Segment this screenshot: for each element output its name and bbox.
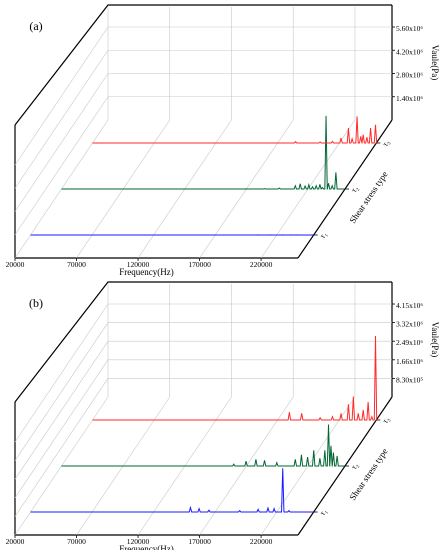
x-tick-label: 170000 bbox=[188, 537, 211, 546]
series-label: τ₁ bbox=[318, 230, 329, 240]
left-wall-grid-line bbox=[14, 303, 109, 443]
panel-label: (b) bbox=[29, 296, 43, 310]
z-tick-label: 2.80x10⁶ bbox=[396, 71, 423, 80]
x-tick-label: 220000 bbox=[250, 537, 273, 546]
left-wall-grid-line bbox=[14, 378, 109, 517]
x-tick-label: 20000 bbox=[6, 537, 25, 546]
series-line bbox=[92, 335, 378, 421]
left-wall-grid-line bbox=[14, 26, 109, 166]
left-wall-grid-line bbox=[14, 73, 109, 212]
x-tick-label: 70000 bbox=[67, 260, 86, 269]
z-tick-label: 4.20x10⁶ bbox=[396, 47, 423, 56]
y-axis-label: Shear stress type bbox=[347, 169, 389, 225]
z-axis-label: Vaule(Pa) bbox=[430, 45, 439, 81]
box-top-edge bbox=[14, 4, 392, 126]
left-wall-grid-line bbox=[14, 96, 109, 235]
series-label: τ₃ bbox=[381, 415, 392, 425]
left-wall-grid-line bbox=[14, 322, 109, 461]
box-top-edge bbox=[14, 281, 392, 403]
series-line bbox=[30, 468, 314, 513]
series-line bbox=[92, 116, 378, 144]
x-tick-label: 120000 bbox=[127, 260, 150, 269]
y-axis-label: Shear stress type bbox=[347, 446, 389, 502]
x-tick-label: 220000 bbox=[250, 260, 273, 269]
x-tick-label: 120000 bbox=[127, 537, 150, 546]
z-tick-label: 1.40x10⁶ bbox=[396, 94, 423, 103]
series-label: τ₂ bbox=[349, 461, 360, 471]
series-label: τ₂ bbox=[349, 184, 360, 194]
x-axis-label: Frequency(Hz) bbox=[119, 267, 173, 277]
z-axis-label: Vaule(Pa) bbox=[430, 322, 439, 358]
x-axis-label: Frequency(Hz) bbox=[119, 544, 173, 550]
x-tick-label: 70000 bbox=[67, 537, 86, 546]
panel-a: (a) 1.40x10⁶ 2.80x10⁶ 4.20x10⁶ 5.60x10⁶ Vaule… bbox=[6, 4, 439, 277]
series-line bbox=[61, 115, 345, 190]
z-tick-label: 4.15x10⁶ bbox=[396, 301, 423, 310]
x-tick-label: 20000 bbox=[6, 260, 25, 269]
left-wall-grid-line bbox=[14, 359, 109, 498]
z-tick-label: 2.49x10⁶ bbox=[396, 338, 423, 347]
z-tick-label: 3.32x10⁶ bbox=[396, 320, 423, 329]
z-tick-label: 5.60x10⁶ bbox=[396, 24, 423, 33]
left-wall-grid-line bbox=[14, 341, 109, 480]
z-tick-label: 8.30x10⁵ bbox=[396, 375, 423, 384]
panel-b: (b) 8.30x10⁵ 1.66x10⁶ 2.49x10⁶ 3.32x10⁶ 4.15x… bbox=[6, 281, 439, 550]
series-label: τ₃ bbox=[381, 138, 392, 148]
x-tick-label: 170000 bbox=[188, 260, 211, 269]
left-wall-grid-line bbox=[14, 50, 109, 189]
series-label: τ₁ bbox=[318, 507, 329, 517]
z-tick-label: 1.66x10⁶ bbox=[396, 357, 423, 366]
series-line bbox=[61, 424, 345, 467]
panel-label: (a) bbox=[29, 19, 42, 33]
